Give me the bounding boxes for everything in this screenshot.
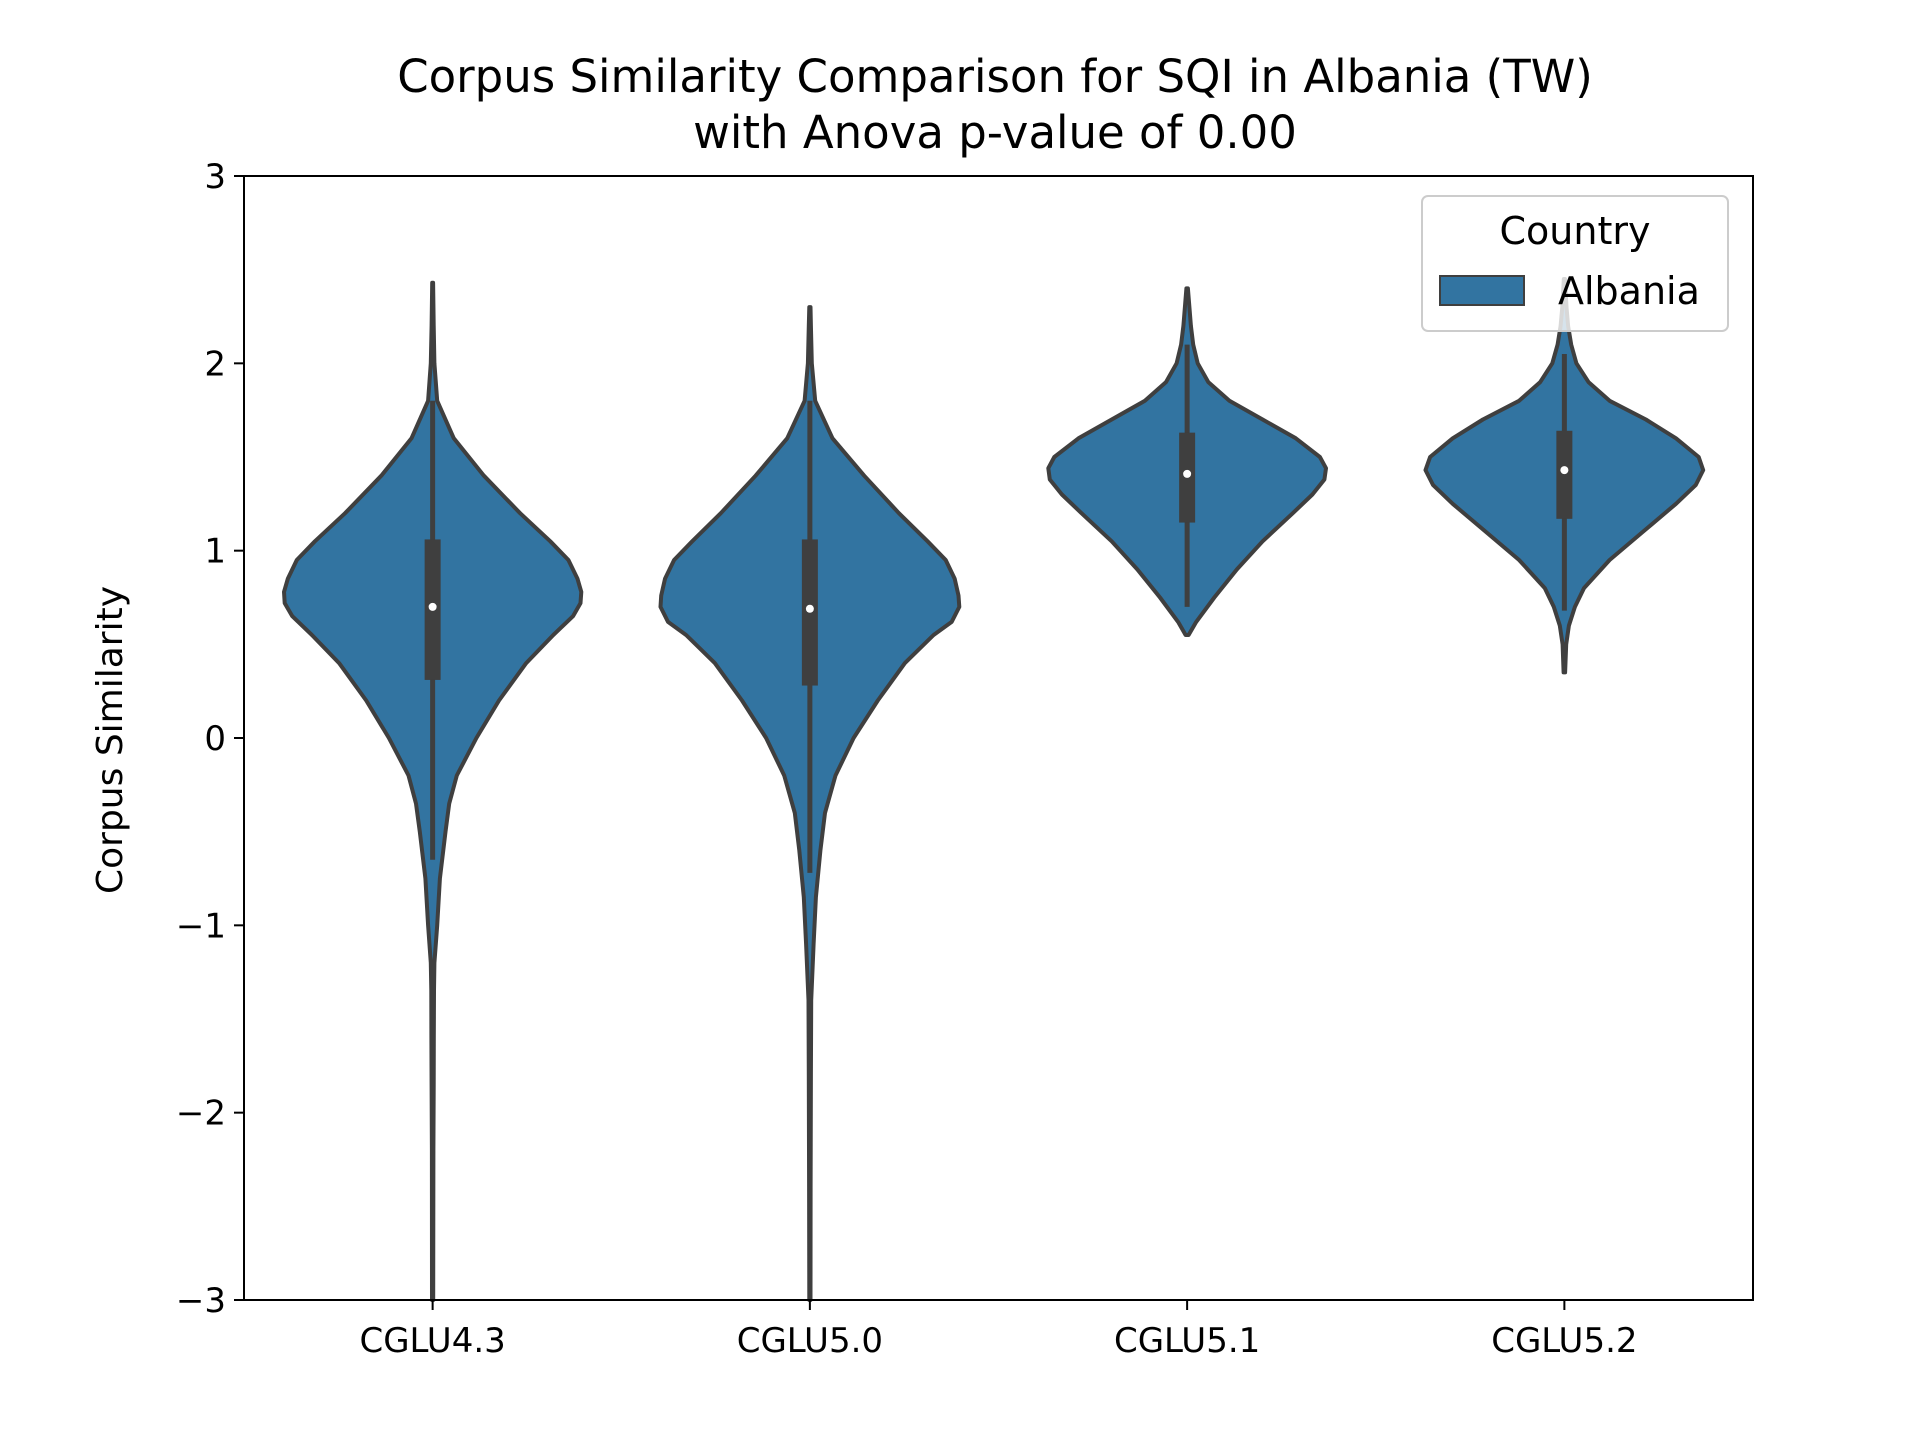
x-tick-label: CGLU4.3 <box>359 1321 505 1361</box>
y-tick-label: −2 <box>176 1094 226 1134</box>
y-axis-label: Corpus Similarity <box>90 586 131 894</box>
violin-median-point <box>428 602 437 611</box>
x-tick-label: CGLU5.1 <box>1114 1321 1260 1361</box>
y-tick-label: 1 <box>204 532 226 572</box>
violin-group <box>282 277 1706 1302</box>
violin-median-point <box>1183 469 1192 478</box>
chart-title: Corpus Similarity Comparison for SQI in … <box>397 50 1593 103</box>
y-tick-label: 3 <box>204 157 226 197</box>
y-tick-label: 2 <box>204 344 226 384</box>
y-tick-label: 0 <box>204 719 226 759</box>
legend-title: Country <box>1500 209 1651 253</box>
legend-swatch <box>1439 275 1525 306</box>
x-axis: CGLU4.3 CGLU5.0 CGLU5.1 CGLU5.2 <box>359 1300 1638 1361</box>
y-tick-label: −3 <box>176 1281 226 1321</box>
chart-subtitle: with Anova p-value of 0.00 <box>693 106 1297 159</box>
violin-iqr-box <box>1556 430 1573 519</box>
x-tick-label: CGLU5.2 <box>1491 1321 1637 1361</box>
y-tick-label: −1 <box>176 906 226 946</box>
y-axis: −3 −2 −1 0 1 2 3 <box>176 157 244 1321</box>
violin-median-point <box>805 604 814 613</box>
violin-median-point <box>1560 466 1569 475</box>
legend: Country Albania <box>1421 195 1729 332</box>
legend-label-albania: Albania <box>1558 269 1700 313</box>
x-tick-label: CGLU5.0 <box>737 1321 883 1361</box>
plot-frame <box>243 175 1754 1301</box>
